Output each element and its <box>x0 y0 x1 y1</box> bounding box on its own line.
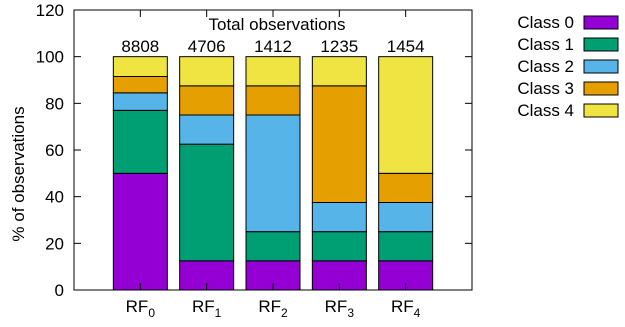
legend-label-class-3: Class 3 <box>517 79 574 98</box>
bar-segment-class-1-rf0 <box>112 109 168 174</box>
y-ticks: 0 20 40 60 80 100 120 <box>36 1 472 300</box>
x-tick-label-rf3: RF3 <box>325 297 355 320</box>
bar-segment-class-2-rf3 <box>311 202 367 233</box>
total-label-rf4: 1454 <box>387 37 425 56</box>
x-tick-label-rf0: RF0 <box>126 297 156 320</box>
total-label-rf0: 8808 <box>121 37 159 56</box>
plot-border <box>73 9 473 291</box>
legend-swatch-class-3 <box>583 81 619 96</box>
bar-segment-class-4-rf1 <box>179 56 235 87</box>
legend-swatch-class-4 <box>583 103 619 118</box>
x-tick-labels: RF0 RF1 RF2 RF3 RF4 <box>126 297 421 320</box>
bar-segment-class-1-rf1 <box>179 143 235 262</box>
bars <box>112 56 434 291</box>
plot-frame <box>73 9 473 291</box>
bar-segment-class-1-rf4 <box>378 231 434 262</box>
y-axis-label: % of observations <box>9 106 28 241</box>
bar-segment-class-3-rf0 <box>112 76 168 94</box>
x-tick-label-rf4: RF4 <box>391 297 421 320</box>
bar-segment-class-2-rf2 <box>245 114 301 233</box>
y-tick-label: 120 <box>36 1 64 20</box>
x-tick-label-rf1: RF1 <box>192 297 222 320</box>
bar-segment-class-4-rf4 <box>378 56 434 174</box>
bar-segment-class-2-rf1 <box>179 114 235 145</box>
y-tick-label: 0 <box>55 281 64 300</box>
y-tick-label: 20 <box>45 234 64 253</box>
y-tick-label: 100 <box>36 48 64 67</box>
legend-swatch-class-0 <box>583 15 619 30</box>
bar-segment-class-3-rf1 <box>179 85 235 116</box>
bar-segment-class-0-rf0 <box>112 172 168 291</box>
total-label-rf1: 4706 <box>188 37 226 56</box>
legend-label-class-1: Class 1 <box>517 35 574 54</box>
bar-segment-class-2-rf4 <box>378 202 434 233</box>
total-label-rf2: 1412 <box>254 37 292 56</box>
bar-segment-class-4-rf3 <box>311 56 367 87</box>
bar-segment-class-3-rf2 <box>245 85 301 116</box>
bar-segment-class-1-rf2 <box>245 231 301 262</box>
y-tick-label: 80 <box>45 94 64 113</box>
y-tick-label: 60 <box>45 141 64 160</box>
legend-label-class-0: Class 0 <box>517 13 574 32</box>
legend-swatch-class-1 <box>583 37 619 52</box>
annotation-total-observations: Total observations <box>208 15 345 34</box>
bar-segment-class-1-rf3 <box>311 231 367 262</box>
legend-label-class-2: Class 2 <box>517 57 574 76</box>
total-labels: 8808 4706 1412 1235 1454 <box>121 37 424 56</box>
bar-segment-class-3-rf4 <box>378 172 434 203</box>
legend-swatch-class-2 <box>583 59 619 74</box>
legend-label-class-4: Class 4 <box>517 101 574 120</box>
total-label-rf3: 1235 <box>320 37 358 56</box>
bar-segment-class-4-rf2 <box>245 56 301 87</box>
x-tick-label-rf2: RF2 <box>258 297 288 320</box>
bar-segment-class-2-rf0 <box>112 92 168 111</box>
bar-segment-class-4-rf0 <box>112 56 168 78</box>
legend: Class 0 Class 1 Class 2 Class 3 Class 4 <box>517 13 619 120</box>
labels: Total observations % of observations <box>9 15 346 242</box>
y-tick-label: 40 <box>45 188 64 207</box>
bar-segment-class-3-rf3 <box>311 85 367 203</box>
